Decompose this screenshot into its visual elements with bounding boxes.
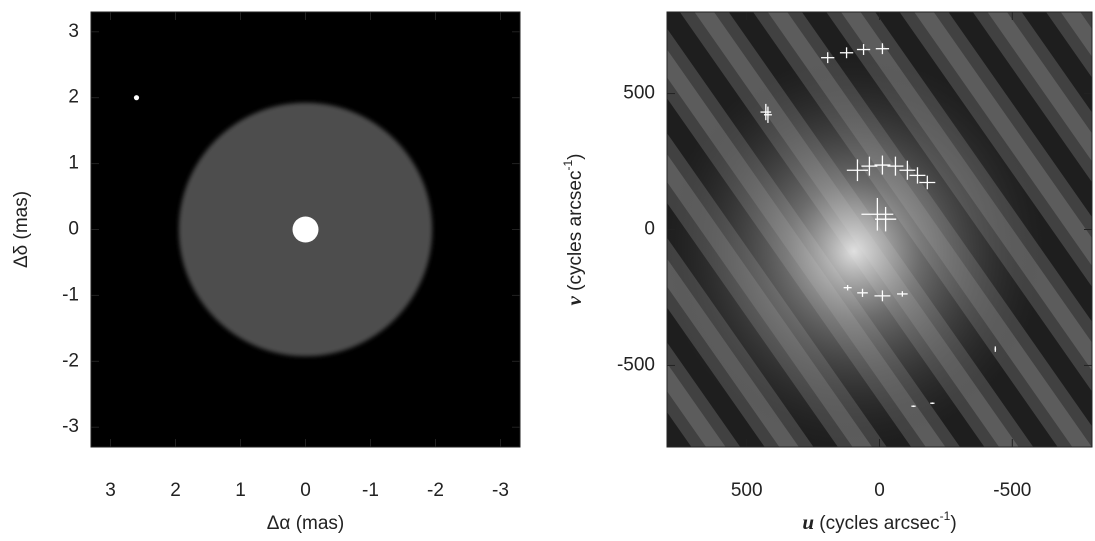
x-tick-label: 500: [731, 480, 763, 501]
label-part: -1: [561, 160, 575, 171]
x-tick-label: 1: [235, 480, 246, 501]
label-part: -1: [940, 509, 951, 523]
uv-background: [667, 12, 1092, 447]
y-tick-label: -3: [62, 416, 79, 437]
uv-points: [760, 43, 997, 408]
panel-image: 3 2 1 0 -1 -2 -3 -3 -2 -1 0 1 2 3 Δα (mas) Δδ (mas): [11, 11, 521, 534]
label-part: v: [562, 295, 586, 305]
x-tick-label: 0: [300, 480, 311, 501]
y-tick-label: 0: [68, 219, 79, 240]
x-tick-label: -2: [427, 480, 444, 501]
point-source: [133, 95, 140, 101]
xlabel-label: u (cycles arcsec-1): [802, 509, 956, 534]
x-tick-label: -1: [362, 480, 379, 501]
y-tick-label: -500: [617, 354, 655, 375]
y-tick-label: 0: [644, 219, 655, 240]
label-part: ): [565, 154, 586, 160]
x-tick-label: -500: [993, 480, 1031, 501]
label-part: ): [950, 513, 956, 534]
y-tick-label: 1: [68, 153, 79, 174]
y-tick-label: 500: [623, 83, 655, 104]
xlabel-label: Δα (mas): [267, 513, 345, 534]
x-tick-label: 3: [105, 480, 116, 501]
x-tick-label: 0: [874, 480, 885, 501]
y-tick-label: 2: [68, 87, 79, 108]
y-tick-label: -2: [62, 350, 79, 371]
label-part: (cycles arcsec: [814, 513, 940, 534]
x-tick-label: -3: [492, 480, 509, 501]
y-tick-label: -1: [62, 284, 79, 305]
y-tick-label: 3: [68, 21, 79, 42]
label-part: u: [802, 510, 814, 534]
ylabel-label: Δδ (mas): [11, 191, 32, 268]
ylabel-label: v (cycles arcsec-1): [561, 154, 586, 306]
label-part: (cycles arcsec: [565, 171, 586, 297]
x-tick-label: 2: [170, 480, 181, 501]
point-source: [292, 216, 319, 243]
